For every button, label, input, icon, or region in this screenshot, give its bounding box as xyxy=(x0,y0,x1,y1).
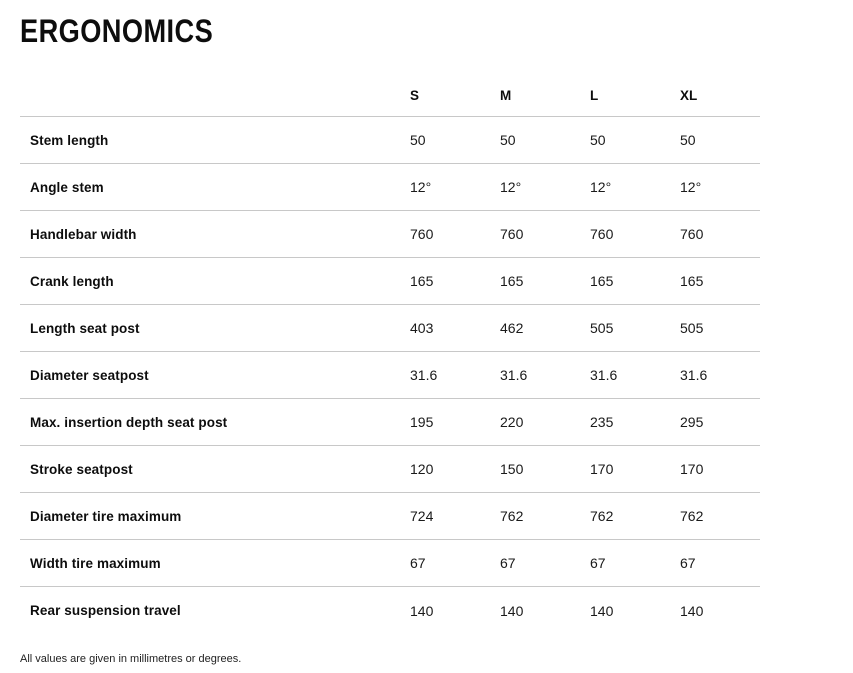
column-header-s: S xyxy=(410,87,420,103)
table-row-crank-length: Crank length 165 165 165 165 xyxy=(20,258,760,305)
row-label: Length seat post xyxy=(30,320,140,336)
table-row-length-seat-post: Length seat post 403 462 505 505 xyxy=(20,305,760,352)
cell-value: 505 xyxy=(680,320,704,336)
cell-value: 403 xyxy=(410,320,434,336)
cell-value: 67 xyxy=(410,555,426,571)
table-row-diameter-seatpost: Diameter seatpost 31.6 31.6 31.6 31.6 xyxy=(20,352,760,399)
cell-value: 31.6 xyxy=(410,367,438,383)
cell-value: 120 xyxy=(410,461,434,477)
table-header-row: S M L XL xyxy=(20,74,760,117)
table-row-width-tire-maximum: Width tire maximum 67 67 67 67 xyxy=(20,540,760,587)
cell-value: 195 xyxy=(410,414,434,430)
cell-value: 724 xyxy=(410,508,434,524)
cell-value: 50 xyxy=(590,132,606,148)
cell-value: 67 xyxy=(680,555,696,571)
row-label: Handlebar width xyxy=(30,226,137,242)
row-label: Rear suspension travel xyxy=(30,603,181,618)
cell-value: 140 xyxy=(590,602,614,619)
cell-value: 760 xyxy=(500,226,524,242)
row-label: Stem length xyxy=(30,132,109,148)
cell-value: 31.6 xyxy=(680,367,708,383)
cell-value: 235 xyxy=(590,414,614,430)
cell-value: 462 xyxy=(500,320,524,336)
cell-value: 67 xyxy=(590,555,606,571)
cell-value: 295 xyxy=(680,414,704,430)
cell-value: 760 xyxy=(680,226,704,242)
column-header-xl: XL xyxy=(680,87,698,103)
column-header-m: M xyxy=(500,87,512,103)
cell-value: 12° xyxy=(590,179,612,195)
cell-value: 50 xyxy=(680,132,696,148)
cell-value: 12° xyxy=(500,179,522,195)
cell-value: 762 xyxy=(680,508,704,524)
table-row-stroke-seatpost: Stroke seatpost 120 150 170 170 xyxy=(20,446,760,493)
row-label: Diameter tire maximum xyxy=(30,508,182,524)
ergonomics-table: S M L XL Stem length 50 50 50 50 Angle s… xyxy=(20,74,760,634)
cell-value: 220 xyxy=(500,414,524,430)
row-label: Max. insertion depth seat post xyxy=(30,414,228,430)
cell-value: 505 xyxy=(590,320,614,336)
cell-value: 762 xyxy=(590,508,614,524)
cell-value: 31.6 xyxy=(590,367,618,383)
table-row-diameter-tire-maximum: Diameter tire maximum 724 762 762 762 xyxy=(20,493,760,540)
table-row-stem-length: Stem length 50 50 50 50 xyxy=(20,117,760,164)
column-header-l: L xyxy=(590,87,599,103)
cell-value: 760 xyxy=(410,226,434,242)
table-row-max-insertion-depth: Max. insertion depth seat post 195 220 2… xyxy=(20,399,760,446)
cell-value: 165 xyxy=(500,273,524,289)
row-label: Angle stem xyxy=(30,179,104,195)
row-label: Crank length xyxy=(30,273,114,289)
cell-value: 140 xyxy=(410,602,434,619)
cell-value: 12° xyxy=(680,179,702,195)
cell-value: 762 xyxy=(500,508,524,524)
units-footnote: All values are given in millimetres or d… xyxy=(20,653,242,665)
table-row-rear-suspension-travel: Rear suspension travel 140 140 140 140 xyxy=(20,587,760,634)
cell-value: 165 xyxy=(590,273,614,289)
table-row-angle-stem: Angle stem 12° 12° 12° 12° xyxy=(20,164,760,211)
row-label: Width tire maximum xyxy=(30,555,161,571)
cell-value: 150 xyxy=(500,461,524,477)
cell-value: 140 xyxy=(680,602,704,619)
cell-value: 50 xyxy=(410,132,426,148)
cell-value: 12° xyxy=(410,179,432,195)
cell-value: 760 xyxy=(590,226,614,242)
cell-value: 170 xyxy=(680,461,704,477)
cell-value: 67 xyxy=(500,555,516,571)
cell-value: 165 xyxy=(680,273,704,289)
cell-value: 31.6 xyxy=(500,367,528,383)
page-title: ERGONOMICS xyxy=(20,13,214,49)
cell-value: 50 xyxy=(500,132,516,148)
row-label: Stroke seatpost xyxy=(30,461,133,477)
row-label: Diameter seatpost xyxy=(30,367,149,383)
cell-value: 165 xyxy=(410,273,434,289)
table-row-handlebar-width: Handlebar width 760 760 760 760 xyxy=(20,211,760,258)
cell-value: 170 xyxy=(590,461,614,477)
cell-value: 140 xyxy=(500,602,524,619)
